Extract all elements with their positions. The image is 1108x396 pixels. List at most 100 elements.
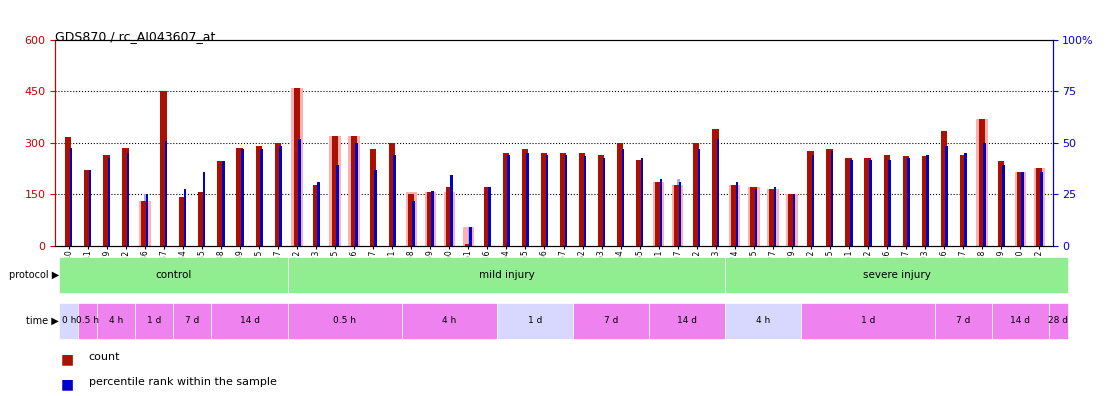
Bar	[107, 158, 111, 246]
Text: 7 d: 7 d	[956, 316, 971, 325]
Text: 4 h: 4 h	[442, 316, 456, 325]
Bar	[845, 158, 852, 246]
Bar	[659, 179, 663, 246]
Bar	[674, 185, 680, 246]
Bar	[983, 143, 986, 246]
Bar	[65, 137, 72, 246]
Bar	[864, 158, 871, 246]
FancyBboxPatch shape	[649, 303, 726, 339]
Bar	[617, 143, 624, 246]
Bar	[443, 192, 455, 246]
Text: 1 d: 1 d	[147, 316, 162, 325]
Bar	[526, 153, 529, 246]
Bar	[731, 185, 738, 246]
Bar	[406, 192, 417, 246]
Bar	[445, 187, 452, 246]
Bar	[712, 129, 718, 246]
Bar	[748, 187, 759, 246]
Bar	[545, 154, 548, 246]
FancyBboxPatch shape	[212, 303, 288, 339]
Bar	[522, 149, 529, 246]
Bar	[671, 185, 684, 246]
Text: 28 d: 28 d	[1048, 316, 1068, 325]
Bar	[140, 201, 151, 246]
Bar	[831, 151, 833, 246]
FancyBboxPatch shape	[402, 303, 496, 339]
Bar	[507, 154, 510, 246]
Bar	[850, 160, 852, 246]
Bar	[1036, 168, 1042, 246]
Bar	[465, 244, 471, 246]
Bar	[484, 187, 490, 246]
Text: 14 d: 14 d	[1010, 316, 1030, 325]
Bar	[468, 227, 471, 246]
Text: 7 d: 7 d	[185, 316, 199, 325]
FancyBboxPatch shape	[79, 303, 98, 339]
Text: ■: ■	[61, 352, 74, 366]
Bar	[793, 194, 796, 246]
Bar	[767, 189, 779, 246]
Text: 0 h: 0 h	[62, 316, 76, 325]
FancyBboxPatch shape	[726, 303, 801, 339]
Bar	[997, 162, 1004, 246]
Bar	[256, 146, 261, 246]
FancyBboxPatch shape	[288, 303, 402, 339]
Bar	[329, 136, 341, 246]
Bar	[198, 192, 205, 246]
Text: time ▶: time ▶	[27, 316, 59, 326]
FancyBboxPatch shape	[288, 257, 726, 293]
Bar	[431, 190, 434, 246]
Bar	[503, 153, 510, 246]
Bar	[408, 194, 414, 246]
Bar	[412, 201, 414, 246]
Bar	[603, 158, 605, 246]
FancyBboxPatch shape	[801, 303, 935, 339]
Bar	[336, 165, 339, 246]
Bar	[144, 194, 147, 246]
Bar	[331, 136, 338, 246]
Bar	[755, 189, 758, 246]
Bar	[1017, 172, 1023, 246]
Bar	[907, 158, 910, 246]
Bar	[889, 160, 891, 246]
Bar	[736, 182, 738, 246]
Bar	[393, 154, 396, 246]
Bar	[489, 187, 491, 246]
Bar	[356, 143, 358, 246]
FancyBboxPatch shape	[726, 257, 1068, 293]
Bar	[903, 156, 909, 246]
Bar	[179, 198, 186, 246]
Text: 1 d: 1 d	[527, 316, 542, 325]
Bar	[389, 143, 394, 246]
Bar	[960, 154, 966, 246]
Bar	[926, 154, 929, 246]
FancyBboxPatch shape	[98, 303, 135, 339]
Bar	[142, 201, 147, 246]
Bar	[789, 194, 794, 246]
Bar	[122, 148, 129, 246]
Bar	[640, 158, 643, 246]
Bar	[146, 194, 148, 246]
Bar	[598, 154, 604, 246]
Bar	[298, 139, 300, 246]
FancyBboxPatch shape	[1049, 303, 1068, 339]
Bar	[375, 170, 377, 246]
Bar	[941, 131, 947, 246]
Text: count: count	[89, 352, 120, 362]
Text: 14 d: 14 d	[239, 316, 259, 325]
FancyBboxPatch shape	[135, 303, 173, 339]
Bar	[424, 192, 437, 246]
Bar	[370, 149, 376, 246]
Text: 0.5 h: 0.5 h	[76, 316, 100, 325]
Bar	[694, 143, 699, 246]
Bar	[541, 153, 547, 246]
Bar	[161, 91, 166, 246]
Bar	[291, 88, 302, 246]
Bar	[103, 154, 110, 246]
Text: severe injury: severe injury	[863, 270, 931, 280]
Bar	[655, 182, 661, 246]
Bar	[584, 156, 586, 246]
FancyBboxPatch shape	[173, 303, 212, 339]
Bar	[242, 149, 244, 246]
Bar	[808, 151, 813, 246]
